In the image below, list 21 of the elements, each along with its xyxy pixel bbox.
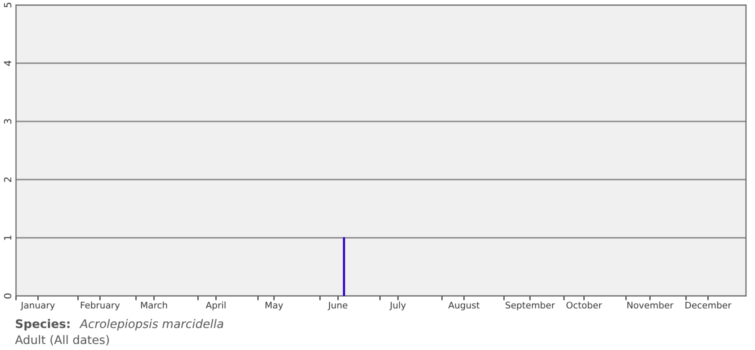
x-tick-label: September (506, 302, 555, 310)
text: Acrolepiopsis marcidella (79, 319, 224, 330)
y-tick-label: 5 (4, 2, 12, 8)
x-tick-label: May (266, 302, 284, 310)
x-tick-label: April (206, 302, 226, 310)
y-tick-label: 3 (4, 119, 12, 124)
x-tick-label: November (627, 302, 674, 309)
y-tick-label: 0 (4, 294, 12, 298)
x-tick-label: December (685, 302, 732, 309)
x-tick-label: June (328, 302, 348, 310)
text: Species: (16, 319, 70, 330)
x-tick-label: July (389, 302, 406, 310)
x-tick-label: February (80, 302, 120, 310)
text: Adult (All dates) (15, 335, 109, 346)
x-tick-label: October (566, 302, 602, 309)
y-tick-label: 1 (4, 236, 12, 240)
y-tick-label: 4 (4, 60, 12, 66)
x-tick-label: August (448, 302, 480, 310)
x-tick-label: January (20, 302, 55, 310)
y-tick-label: 2 (4, 177, 12, 182)
x-tick-label: March (141, 302, 167, 309)
